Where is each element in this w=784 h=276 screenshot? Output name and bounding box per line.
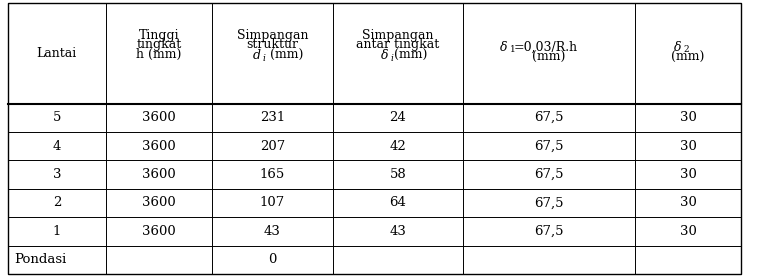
Text: 24: 24 bbox=[390, 111, 406, 124]
Text: 64: 64 bbox=[390, 197, 406, 209]
Text: tingkat: tingkat bbox=[136, 38, 181, 51]
Text: 30: 30 bbox=[680, 140, 696, 153]
Text: 67,5: 67,5 bbox=[534, 225, 564, 238]
Text: antar tingkat: antar tingkat bbox=[356, 38, 440, 51]
Text: (mm): (mm) bbox=[394, 49, 427, 62]
Text: 3: 3 bbox=[53, 168, 61, 181]
Text: 3600: 3600 bbox=[142, 111, 176, 124]
Text: 67,5: 67,5 bbox=[534, 111, 564, 124]
Text: d: d bbox=[252, 49, 261, 62]
Text: Pondasi: Pondasi bbox=[14, 253, 67, 266]
Text: (mm): (mm) bbox=[266, 49, 303, 62]
Text: 165: 165 bbox=[260, 168, 285, 181]
Text: 67,5: 67,5 bbox=[534, 197, 564, 209]
Text: δ: δ bbox=[500, 41, 508, 54]
Text: =0,03/R.h: =0,03/R.h bbox=[514, 41, 578, 54]
Text: 207: 207 bbox=[260, 140, 285, 153]
Text: 43: 43 bbox=[390, 225, 406, 238]
Text: 107: 107 bbox=[260, 197, 285, 209]
Text: δ: δ bbox=[381, 49, 388, 62]
Text: 5: 5 bbox=[53, 111, 61, 124]
Text: 1: 1 bbox=[53, 225, 61, 238]
Text: 3600: 3600 bbox=[142, 197, 176, 209]
Text: 67,5: 67,5 bbox=[534, 140, 564, 153]
Text: 0: 0 bbox=[268, 253, 277, 266]
Text: Tinggi: Tinggi bbox=[139, 29, 179, 42]
Text: Simpangan: Simpangan bbox=[237, 29, 308, 42]
Text: Lantai: Lantai bbox=[37, 47, 77, 60]
Text: 30: 30 bbox=[680, 197, 696, 209]
Text: 30: 30 bbox=[680, 111, 696, 124]
Text: 30: 30 bbox=[680, 168, 696, 181]
Text: 3600: 3600 bbox=[142, 168, 176, 181]
Text: 3600: 3600 bbox=[142, 140, 176, 153]
Text: 3600: 3600 bbox=[142, 225, 176, 238]
Text: (mm): (mm) bbox=[671, 51, 705, 64]
Text: 2: 2 bbox=[684, 45, 689, 54]
Text: i: i bbox=[391, 54, 394, 63]
Text: (mm): (mm) bbox=[532, 51, 565, 64]
Text: 2: 2 bbox=[53, 197, 61, 209]
Text: 58: 58 bbox=[390, 168, 406, 181]
Text: struktur: struktur bbox=[246, 38, 299, 51]
Text: δ: δ bbox=[674, 41, 681, 54]
Text: 43: 43 bbox=[264, 225, 281, 238]
Text: 42: 42 bbox=[390, 140, 406, 153]
Text: 1: 1 bbox=[510, 45, 515, 54]
Text: i: i bbox=[262, 54, 265, 63]
Text: 67,5: 67,5 bbox=[534, 168, 564, 181]
Text: h (mm): h (mm) bbox=[136, 48, 181, 61]
Text: 231: 231 bbox=[260, 111, 285, 124]
Text: 30: 30 bbox=[680, 225, 696, 238]
Text: Simpangan: Simpangan bbox=[362, 29, 434, 42]
Text: 4: 4 bbox=[53, 140, 61, 153]
